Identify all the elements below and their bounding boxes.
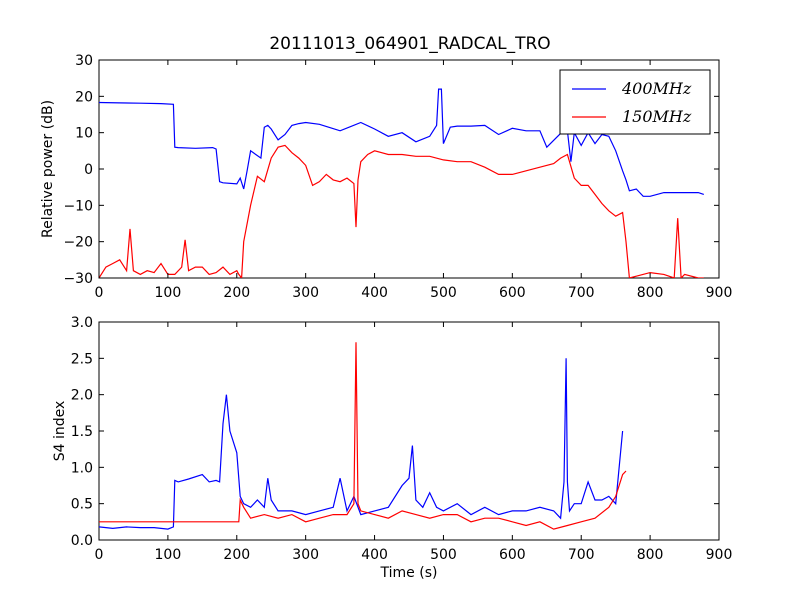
bottom-x-tick-label: 400 xyxy=(361,547,388,563)
bottom-x-tick-label: 500 xyxy=(430,547,457,563)
legend-400mhz-label: 400MHz xyxy=(621,79,692,98)
top-y-tick-label: −10 xyxy=(63,198,93,214)
bottom-panel: S4 index Time (s) 0 100 200 300 400 500 600 700… xyxy=(52,315,732,581)
bottom-y-tick-label: 1.5 xyxy=(71,424,93,440)
top-x-tick-label: 700 xyxy=(568,285,595,301)
top-x-tick-label: 400 xyxy=(361,285,388,301)
bottom-y-tick-label: 0.0 xyxy=(71,533,93,549)
bottom-y-tick-label: 3.0 xyxy=(71,315,93,331)
top-y-tick-label: −30 xyxy=(63,271,93,287)
bottom-y-axis-label: S4 index xyxy=(52,401,68,462)
bottom-x-tick-label: 0 xyxy=(95,547,104,563)
top-x-tick-label: 0 xyxy=(95,285,104,301)
bottom-x-tick-label: 800 xyxy=(637,547,664,563)
top-series-400mhz-line xyxy=(99,88,704,197)
bottom-x-tick-label: 600 xyxy=(499,547,526,563)
bottom-x-tick-label: 900 xyxy=(706,547,733,563)
top-y-axis-label: Relative power (dB) xyxy=(40,100,56,238)
bottom-x-tick-label: 200 xyxy=(223,547,250,563)
bottom-series-150mhz-line xyxy=(99,342,627,530)
bottom-y-tick-label: 0.5 xyxy=(71,497,93,513)
top-y-tick-label: 0 xyxy=(84,162,93,178)
bottom-x-tick-label: 300 xyxy=(292,547,319,563)
bottom-plot-frame xyxy=(98,321,720,541)
top-x-tick-label: 800 xyxy=(637,285,664,301)
legend-box xyxy=(559,69,711,135)
top-y-tick-label: 30 xyxy=(75,53,93,69)
top-x-tick-label: 300 xyxy=(292,285,319,301)
top-x-tick-label: 100 xyxy=(155,285,182,301)
bottom-x-axis-label: Time (s) xyxy=(380,565,438,581)
bottom-x-tick-label: 100 xyxy=(155,547,182,563)
top-x-tick-label: 900 xyxy=(706,285,733,301)
bottom-x-tick-label: 700 xyxy=(568,547,595,563)
bottom-y-tick-label: 2.5 xyxy=(71,351,93,367)
legend-150mhz-label: 150MHz xyxy=(622,107,692,126)
chart-title: 20111013_064901_RADCAL_TRO xyxy=(269,34,550,54)
bottom-y-tick-label: 2.0 xyxy=(71,388,93,404)
bottom-y-tick-label: 1.0 xyxy=(71,460,93,476)
top-x-tick-label: 500 xyxy=(430,285,457,301)
top-y-tick-label: 20 xyxy=(75,89,93,105)
top-y-tick-label: −20 xyxy=(63,235,93,251)
legend: 400MHz 150MHz xyxy=(559,69,711,135)
top-series-150mhz-line xyxy=(99,144,704,278)
top-x-tick-label: 600 xyxy=(499,285,526,301)
top-x-tick-label: 200 xyxy=(223,285,250,301)
top-y-tick-label: 10 xyxy=(75,126,93,142)
